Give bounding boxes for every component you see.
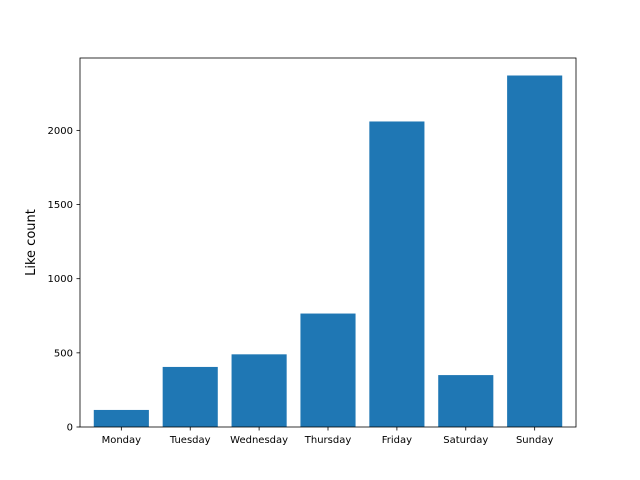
x-tick-label-tuesday: Tuesday [169,435,211,446]
bar-friday [369,121,425,428]
y-tick-label: 0 [67,423,73,434]
y-axis-label: Like count [24,209,39,276]
x-tick-label-friday: Friday [382,435,412,446]
x-tick-label-sunday: Sunday [516,435,553,446]
bar-thursday [300,313,356,427]
bar-tuesday [162,366,218,427]
x-tick-label-thursday: Thursday [304,435,352,446]
x-tick-label-monday: Monday [102,435,142,446]
y-tick-label: 1500 [48,200,73,211]
bar-monday [93,409,149,427]
x-tick-label-saturday: Saturday [443,435,488,446]
x-axis-ticks: Monday Tuesday Wednesday Thursday Friday Satu… [102,427,553,446]
y-tick-label: 500 [54,348,73,359]
y-axis-ticks: 0 500 1000 1500 2000 [48,126,80,434]
bar-wednesday [231,354,287,427]
bar-sunday [507,75,563,428]
x-tick-label-wednesday: Wednesday [230,435,288,446]
bar-saturday [438,375,494,427]
bars-group [93,75,563,428]
y-tick-label: 2000 [48,126,73,137]
y-tick-label: 1000 [48,274,73,285]
